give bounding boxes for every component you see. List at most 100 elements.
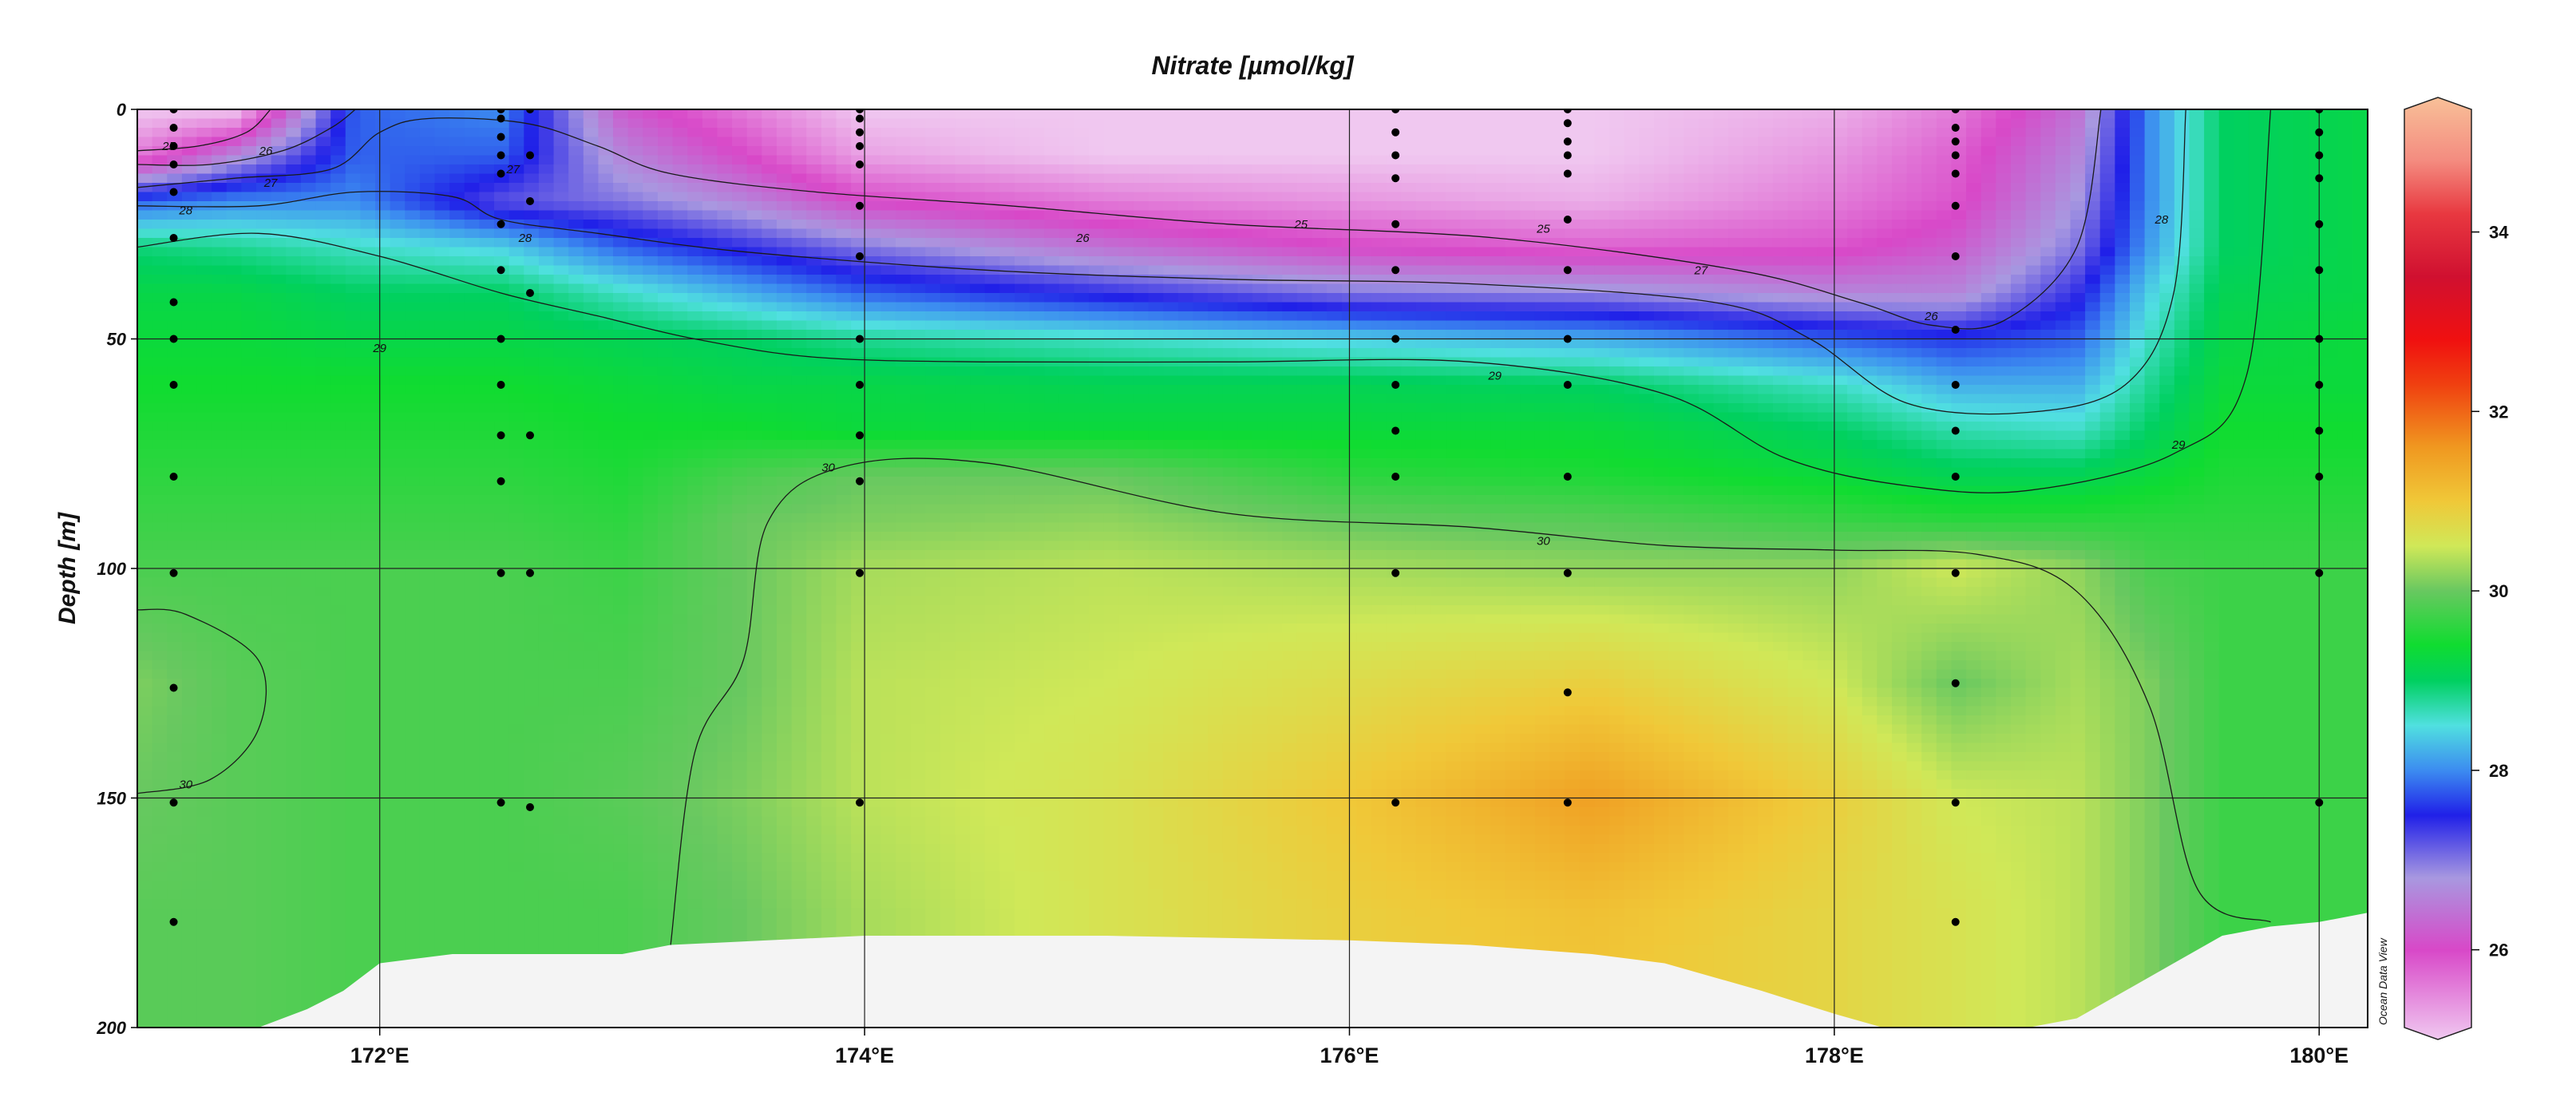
heatmap-cell [1268,330,1283,339]
heatmap-cell [1506,403,1521,413]
heatmap-cell [896,238,911,248]
heatmap-cell [2323,128,2338,137]
heatmap-cell [1223,174,1238,184]
heatmap-cell [821,311,837,321]
heatmap-cell [2189,201,2204,211]
heatmap-cell [2174,358,2190,367]
heatmap-cell [1252,119,1268,129]
heatmap-cell [1282,348,1297,358]
heatmap-cell [286,413,301,422]
heatmap-cell [1059,201,1074,211]
heatmap-cell [955,321,970,331]
heatmap-cell [658,156,673,165]
heatmap-cell [539,256,554,266]
heatmap-cell [479,321,494,331]
heatmap-cell [1356,128,1371,137]
heatmap-cell [1312,321,1328,331]
heatmap-cell [658,284,673,294]
heatmap-cell [687,321,702,331]
heatmap-cell [1208,385,1223,394]
heatmap-cell [449,248,465,257]
heatmap-cell [227,321,242,331]
heatmap-cell [1059,146,1074,156]
heatmap-cell [1818,348,1833,358]
heatmap-cell [2323,229,2338,239]
heatmap-cell [821,229,837,239]
heatmap-cell [1149,220,1164,229]
heatmap-cell [2056,183,2071,192]
heatmap-cell [940,201,956,211]
heatmap-cell [747,385,762,394]
heatmap-cell [2293,376,2309,386]
heatmap-cell [1550,330,1565,339]
heatmap-cell [1907,146,1922,156]
heatmap-cell [584,119,599,129]
heatmap-cell [182,128,197,137]
heatmap-cell [1431,109,1446,119]
heatmap-cell [1847,201,1862,211]
heatmap-cell [613,220,628,229]
heatmap-cell [1178,164,1193,174]
heatmap-cell [643,164,658,174]
heatmap-cell [227,128,242,137]
heatmap-cell [1163,156,1178,165]
heatmap-cell [970,348,985,358]
heatmap-cell [628,358,643,367]
heatmap-cell [1490,137,1506,147]
heatmap-cell [330,366,346,376]
heatmap-cell [821,128,837,137]
heatmap-cell [316,137,331,147]
heatmap-cell [1252,330,1268,339]
heatmap-cell [271,156,287,165]
heatmap-cell [152,403,168,413]
heatmap-cell [2308,119,2323,129]
heatmap-cell [2115,339,2130,349]
heatmap-cell [405,275,420,284]
heatmap-cell [1104,201,1119,211]
heatmap-cell [1550,275,1565,284]
heatmap-cell [1327,339,1342,349]
heatmap-cell [1104,284,1119,294]
heatmap-cell [1713,183,1728,192]
heatmap-cell [1387,358,1402,367]
heatmap-cell [137,321,152,331]
heatmap-cell [866,330,881,339]
heatmap-cell [2070,348,2085,358]
heatmap-cell [2234,376,2249,386]
heatmap-cell [2145,128,2160,137]
heatmap-cell [256,238,271,248]
heatmap-cell [1089,201,1104,211]
heatmap-cell [836,376,851,386]
heatmap-cell [360,413,375,422]
heatmap-cell [2100,330,2115,339]
heatmap-cell [1535,293,1550,303]
heatmap-cell [1475,183,1490,192]
heatmap-cell [1981,256,1996,266]
heatmap-cell [241,238,256,248]
heatmap-cell [1237,109,1252,119]
heatmap-cell [1193,156,1208,165]
heatmap-cell [1475,394,1490,404]
heatmap-cell [1818,311,1833,321]
heatmap-cell [1416,311,1431,321]
heatmap-cell [435,358,450,367]
heatmap-cell [1490,293,1506,303]
heatmap-cell [1104,192,1119,202]
heatmap-cell [2249,201,2264,211]
heatmap-cell [1713,156,1728,165]
heatmap-cell [658,403,673,413]
heatmap-cell [494,366,509,376]
heatmap-cell [2115,211,2130,220]
heatmap-cell [2293,275,2309,284]
heatmap-cell [2040,238,2056,248]
heatmap-cell [1118,238,1134,248]
heatmap-cell [137,358,152,367]
heatmap-cell [1802,156,1818,165]
heatmap-cell [1371,248,1387,257]
heatmap-cell [658,358,673,367]
heatmap-cell [212,403,227,413]
heatmap-cell [435,403,450,413]
heatmap-cell [1788,192,1803,202]
heatmap-cell [1163,366,1178,376]
heatmap-cell [1773,403,1788,413]
